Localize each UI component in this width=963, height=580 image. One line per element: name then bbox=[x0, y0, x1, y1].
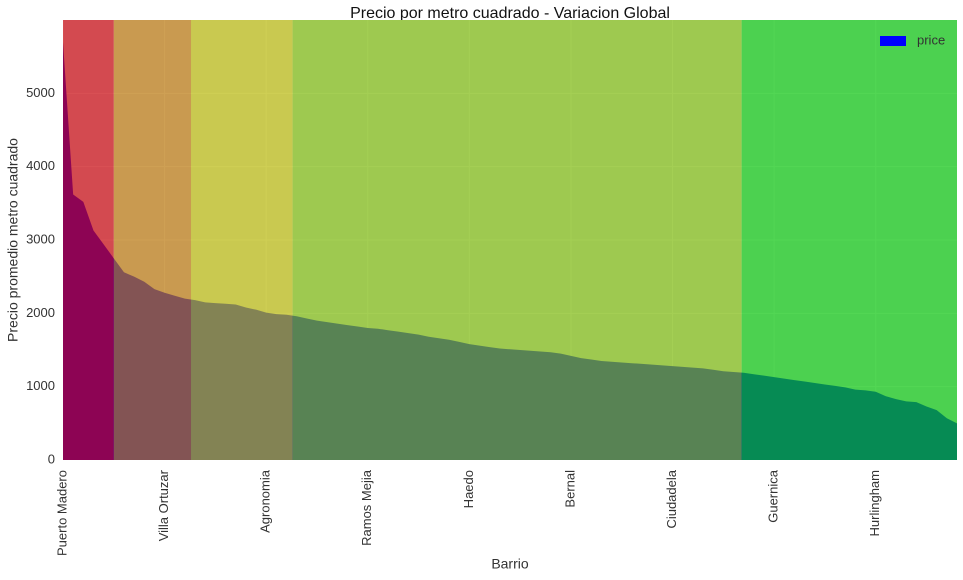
y-tick-label: 5000 bbox=[26, 85, 55, 100]
x-tick-label: Haedo bbox=[461, 470, 476, 508]
x-tick-label: Hurlingham bbox=[867, 470, 882, 536]
legend-label: price bbox=[917, 32, 945, 47]
y-axis-label: Precio promedio metro cuadrado bbox=[5, 138, 21, 342]
x-tick-label: Villa Ortuzar bbox=[156, 469, 171, 541]
y-tick-label: 1000 bbox=[26, 378, 55, 393]
band bbox=[191, 20, 293, 460]
x-tick-label: Ciudadela bbox=[664, 469, 679, 528]
chart-title: Precio por metro cuadrado - Variacion Gl… bbox=[350, 5, 670, 22]
x-tick-label: Guernica bbox=[766, 469, 781, 523]
band bbox=[741, 20, 957, 460]
y-tick-label: 0 bbox=[48, 451, 55, 466]
band bbox=[113, 20, 192, 460]
x-axis-label: Barrio bbox=[491, 556, 529, 572]
x-tick-label: Ramos Mejia bbox=[359, 469, 374, 546]
y-tick-label: 2000 bbox=[26, 305, 55, 320]
legend-swatch bbox=[880, 36, 906, 46]
x-tick-label: Bernal bbox=[562, 470, 577, 508]
x-tick-label: Agronomia bbox=[258, 469, 273, 533]
y-tick-label: 4000 bbox=[26, 158, 55, 173]
x-tick-label: Puerto Madero bbox=[54, 470, 69, 556]
band bbox=[63, 20, 114, 460]
y-tick-label: 3000 bbox=[26, 231, 55, 246]
band bbox=[292, 20, 742, 460]
